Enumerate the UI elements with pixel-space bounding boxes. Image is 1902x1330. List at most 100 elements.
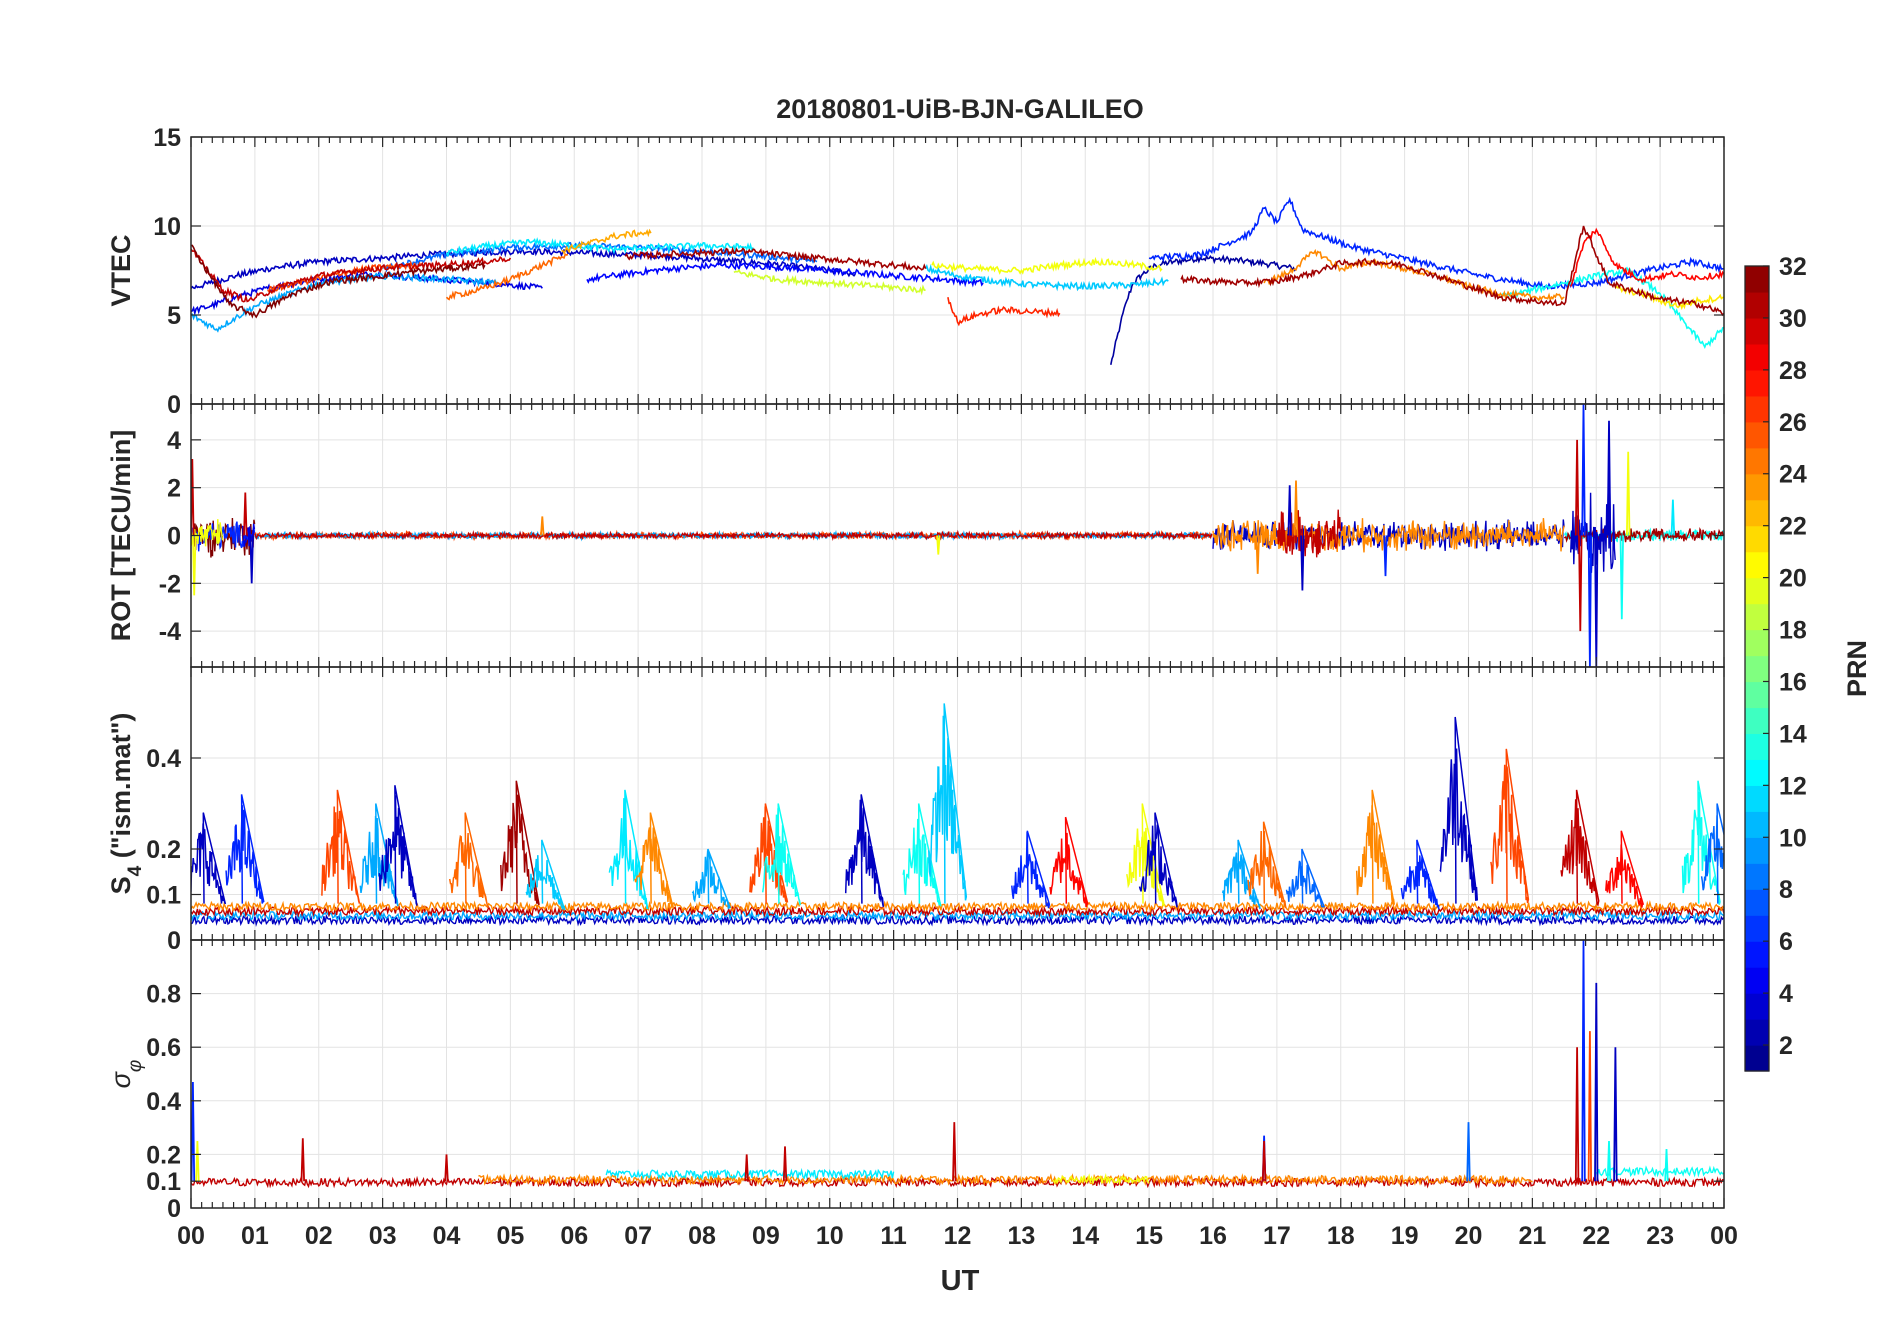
spike-prn-6 — [1383, 535, 1388, 577]
x-axis-label: UT — [941, 1265, 980, 1297]
spike-prn-12 — [1670, 499, 1676, 536]
spike-prn-20 — [1626, 451, 1631, 536]
series-line-prn-27 — [947, 297, 1061, 327]
series-line-prn-28 — [1569, 227, 1724, 287]
x-tick-label: 10 — [816, 1222, 844, 1250]
spike-prn-6 — [191, 1081, 196, 1182]
spike-prn-30 — [1574, 1047, 1580, 1182]
spike-prn-30 — [300, 1138, 305, 1182]
s4-burst-prn-28 — [1049, 816, 1089, 908]
panel-vtec: 0 5 10 15 VTEC — [106, 124, 1725, 419]
s4-burst-prn-3 — [844, 794, 885, 907]
colorbar-swatch — [1745, 447, 1769, 475]
colorbar-swatch — [1745, 785, 1769, 812]
spike-prn-24 — [1255, 535, 1260, 574]
series-line-prn-11 — [924, 263, 1169, 292]
series-line-prn-8 — [381, 241, 818, 273]
s4-burst-prn-6 — [1011, 830, 1051, 909]
s4-burst-prn-12 — [608, 789, 649, 910]
baseline-prn-10 — [191, 908, 1724, 923]
spike-prn-30 — [243, 492, 248, 536]
s4-burst-prn-26 — [1490, 748, 1530, 904]
rot-trace-prn-20 — [191, 519, 224, 547]
s4-burst-prn-25 — [1247, 821, 1287, 909]
x-tick-label: 18 — [1327, 1222, 1355, 1250]
spike-prn-30 — [744, 1154, 749, 1182]
colorbar-tick-label: 30 — [1779, 305, 1807, 333]
x-tick-label: 09 — [752, 1222, 780, 1250]
s4-burst-prn-8 — [1285, 848, 1325, 908]
x-tick-label: 13 — [1007, 1222, 1035, 1250]
colorbar-tick-label: 22 — [1779, 513, 1807, 541]
rot-trace-prn-30 — [254, 529, 1213, 542]
s4-burst-prn-11 — [928, 703, 968, 904]
y-tick-label: 0.8 — [146, 981, 181, 1009]
spike-prn-30 — [952, 1122, 957, 1182]
y-tick-label: 0.2 — [146, 1141, 181, 1169]
baseline-prn-24 — [191, 899, 1724, 914]
colorbar-swatch — [1745, 421, 1769, 449]
s4-burst-prn-13 — [1681, 780, 1721, 905]
y-tick-label: 2 — [167, 475, 181, 503]
spike-prn-6 — [1581, 404, 1586, 536]
colorbar-swatch — [1745, 993, 1769, 1020]
colorbar-swatch — [1745, 317, 1769, 345]
x-tick-label: 02 — [305, 1222, 333, 1250]
spike-prn-30 — [782, 1146, 788, 1182]
series-group — [191, 703, 1724, 927]
spike-prn-3 — [1606, 420, 1612, 536]
series-line-prn-10 — [191, 271, 498, 333]
series-line-prn-13 — [1499, 266, 1724, 349]
colorbar-tick-label: 4 — [1779, 980, 1793, 1008]
panel-s4: 00.10.20.4S4 ("ism.mat") — [106, 666, 1725, 955]
baseline-prn-24 — [478, 1172, 1533, 1186]
y-axis-label-sub: φ — [125, 1060, 146, 1072]
x-tick-label: 20 — [1455, 1222, 1483, 1250]
spike-prn-30 — [1578, 535, 1583, 632]
colorbar-tick-label: 16 — [1779, 668, 1807, 696]
panel-rot: -4 -2 0 2 4 ROT [TECU/min] — [106, 403, 1725, 668]
y-tick-label: 4 — [167, 427, 181, 455]
s4-burst-prn-10 — [359, 803, 399, 907]
series-line-prn-25 — [445, 253, 569, 301]
colorbar-swatch — [1745, 343, 1769, 371]
colorbar-label: PRN — [1842, 640, 1872, 697]
colorbar-swatch — [1745, 629, 1769, 657]
colorbar-tick-label: 20 — [1779, 565, 1807, 593]
y-tick-label: 0 — [167, 391, 181, 419]
s4-burst-prn-26 — [749, 803, 789, 904]
series-group — [191, 196, 1724, 365]
colorbar-swatch — [1745, 369, 1769, 397]
colorbar-tick-label: 18 — [1779, 617, 1807, 645]
colorbar-tick-label: 14 — [1779, 720, 1807, 748]
series-line-prn-20 — [931, 256, 1163, 275]
s4-burst-prn-6 — [225, 794, 265, 904]
colorbar-swatch — [1745, 837, 1769, 864]
s4-burst-prn-3 — [378, 785, 418, 906]
s4-burst-prn-13 — [902, 803, 942, 907]
spike-prn-6 — [1587, 535, 1592, 667]
x-tick-label: 06 — [560, 1222, 588, 1250]
spike-prn-20 — [936, 535, 941, 555]
y-tick-label: 0.6 — [146, 1034, 181, 1062]
x-tick-label: 23 — [1646, 1222, 1674, 1250]
spike-prn-26 — [1587, 1031, 1592, 1182]
baseline-prn-20 — [1052, 1172, 1150, 1186]
spike-prn-24 — [1293, 480, 1299, 536]
s4-burst-prn-10 — [691, 848, 731, 910]
series-line-prn-32 — [191, 244, 486, 319]
s4-burst-prn-6 — [1400, 839, 1440, 910]
y-axis-label-sub: 4 — [125, 865, 146, 876]
colorbar-swatch — [1745, 603, 1769, 631]
series-line-prn-3 — [191, 246, 856, 290]
chart-title: 20180801-UiB-BJN-GALILEO — [776, 94, 1144, 124]
spike-prn-30 — [1261, 1140, 1267, 1182]
spike-prn-13 — [1619, 535, 1624, 620]
x-tick-label: 04 — [433, 1222, 461, 1250]
colorbar-swatch — [1745, 811, 1769, 838]
colorbar-swatch — [1745, 889, 1769, 916]
spike-prn-20 — [195, 1140, 200, 1182]
s4-burst-prn-13 — [761, 803, 801, 906]
